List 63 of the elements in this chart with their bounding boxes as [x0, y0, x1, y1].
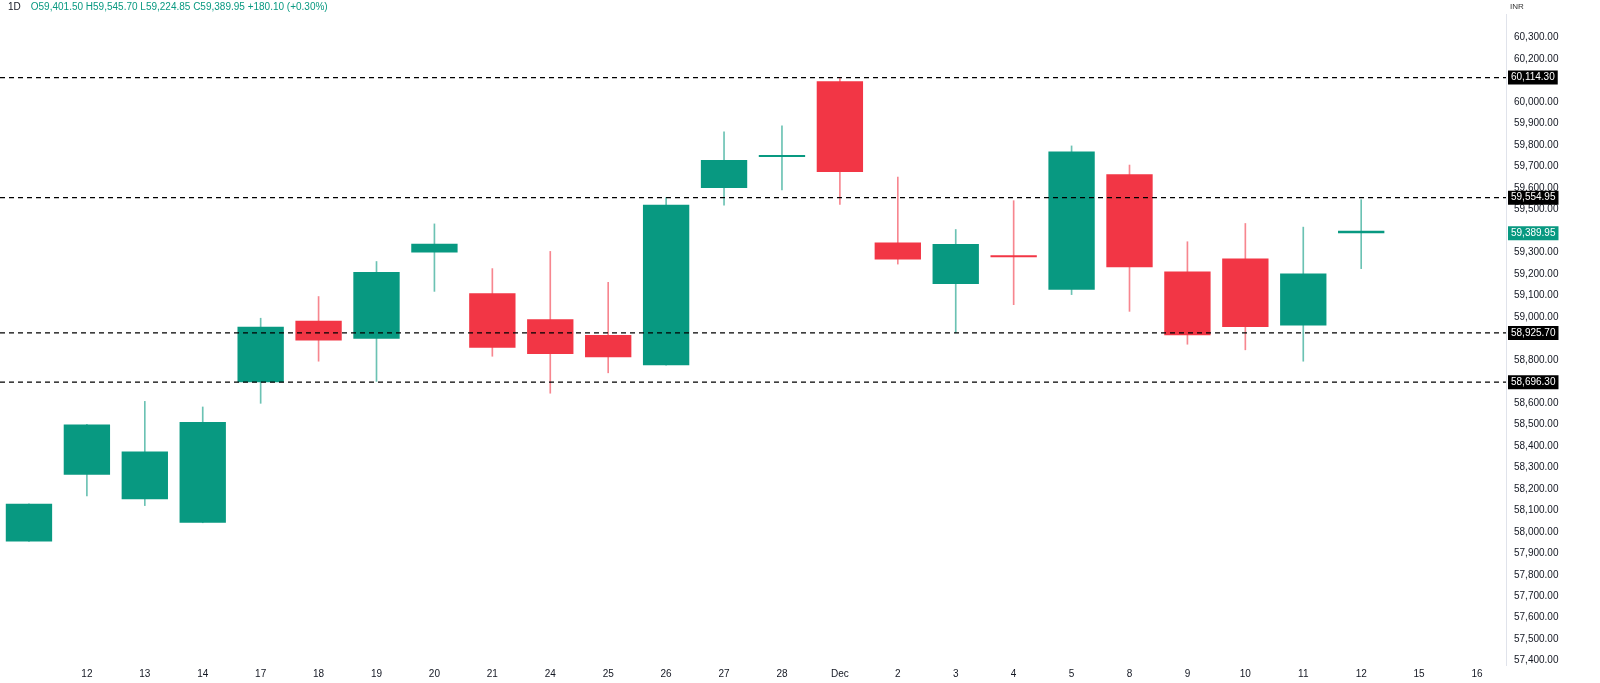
- x-tick-label: 27: [718, 667, 731, 679]
- ref-line-label: 59,554.95: [1511, 191, 1556, 203]
- text: O59,401.50 H59,545.70 L59,224.85 C59,389.95 +180.10 (+0.30%): [30, 0, 328, 12]
- x-tick-label: 2: [895, 667, 902, 679]
- y-tick-label: 60,300.00: [1514, 31, 1559, 43]
- x-tick-label: 11: [1298, 667, 1309, 679]
- text: 1D: [8, 0, 21, 12]
- x-tick-label: Dec: [830, 667, 849, 679]
- x-tick-label: 8: [1126, 667, 1133, 679]
- ref-line-label: 58,696.30: [1511, 375, 1556, 387]
- y-tick-label: 59,300.00: [1514, 246, 1559, 258]
- x-tick-label: 25: [602, 667, 615, 679]
- y-tick-label: 58,600.00: [1514, 396, 1559, 408]
- candlestick: [874, 176, 921, 265]
- y-tick-label: 58,400.00: [1514, 439, 1559, 451]
- y-tick-label: 60,200.00: [1514, 52, 1559, 64]
- y-tick-label: 58,000.00: [1514, 525, 1559, 537]
- y-tick-label: 60,000.00: [1514, 95, 1559, 107]
- y-tick-label: 58,800.00: [1514, 353, 1559, 365]
- x-tick-label: 14: [197, 667, 209, 679]
- y-tick-label: 57,500.00: [1514, 632, 1559, 644]
- y-tick-label: 59,900.00: [1514, 117, 1559, 129]
- y-tick-label: 58,500.00: [1514, 418, 1559, 430]
- x-tick-label: 17: [255, 667, 267, 679]
- candlestick: [758, 125, 806, 191]
- candlestick: [585, 282, 632, 374]
- x-tick-label: 21: [486, 667, 499, 679]
- y-tick-label: 59,100.00: [1514, 289, 1559, 301]
- y-tick-label: 59,800.00: [1514, 138, 1559, 150]
- y-tick-label: 57,800.00: [1514, 568, 1559, 580]
- candlestick: [527, 251, 574, 394]
- x-tick-label: 15: [1413, 667, 1426, 679]
- y-tick-label: 57,600.00: [1514, 611, 1559, 623]
- x-tick-label: 3: [952, 667, 959, 679]
- y-tick-label: 59,000.00: [1514, 310, 1559, 322]
- x-tick-label: 28: [776, 667, 788, 679]
- text: 59,389.95: [1511, 226, 1556, 238]
- x-tick-label: 24: [544, 667, 557, 679]
- x-tick-label: 20: [428, 667, 441, 679]
- x-tick-label: 13: [139, 667, 151, 679]
- y-tick-label: 59,600.00: [1514, 181, 1559, 193]
- x-tick-label: 5: [1068, 667, 1075, 679]
- y-tick-label: 59,500.00: [1514, 203, 1559, 215]
- y-tick-label: 57,400.00: [1514, 654, 1559, 666]
- x-tick-label: 18: [313, 667, 325, 679]
- x-tick-label: 12: [81, 667, 93, 679]
- y-tick-label: 59,700.00: [1514, 160, 1559, 172]
- y-tick-label: 58,100.00: [1514, 504, 1559, 516]
- x-tick-label: 12: [1355, 667, 1368, 679]
- x-tick-label: 10: [1239, 667, 1252, 679]
- x-tick-label: 19: [370, 667, 383, 679]
- x-tick-label: 9: [1184, 667, 1191, 679]
- y-tick-label: 58,200.00: [1514, 482, 1559, 494]
- x-tick-label: 16: [1471, 667, 1484, 679]
- y-tick-label: 57,900.00: [1514, 547, 1559, 559]
- y-tick-label: 59,200.00: [1514, 267, 1559, 279]
- x-tick-label: 4: [1010, 667, 1017, 679]
- x-tick-label: 26: [660, 667, 673, 679]
- ref-line-label: 60,114.30: [1511, 71, 1556, 83]
- text: INR: [1510, 2, 1524, 12]
- y-tick-label: 58,300.00: [1514, 461, 1559, 473]
- y-tick-label: 57,700.00: [1514, 590, 1559, 601]
- ref-line-label: 58,925.70: [1511, 326, 1556, 338]
